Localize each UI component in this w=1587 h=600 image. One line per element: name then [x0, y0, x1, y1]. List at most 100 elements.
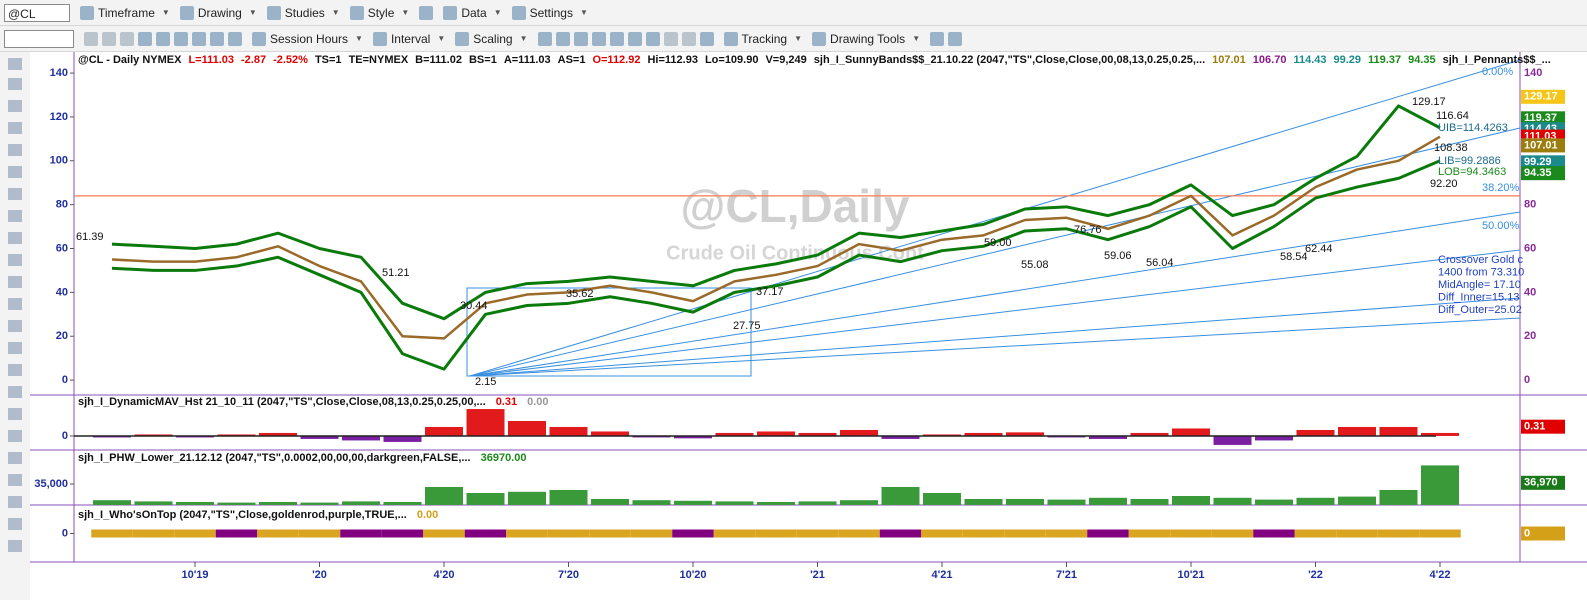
histogram-bar [674, 435, 712, 439]
menu-label: Tracking [741, 31, 788, 46]
price-marker [1521, 166, 1565, 181]
ontop-segment [1419, 529, 1461, 538]
menu-label: Scaling [473, 31, 513, 46]
histogram-bar [425, 426, 463, 436]
study-readout: 36970.00 [481, 452, 527, 464]
menu-label: Drawing [197, 5, 242, 20]
volume-bar [798, 501, 837, 505]
histogram-bar [1130, 432, 1169, 436]
volume-bar [1172, 496, 1210, 505]
menu-tracking[interactable]: Tracking ▼ [723, 31, 802, 46]
fib-label: 50.00% [1482, 220, 1520, 232]
volume-bar [176, 502, 214, 505]
ontop-segment [91, 529, 133, 538]
header-field: 114.43 [1293, 54, 1326, 66]
header-field: @CL - Daily NYMEX [78, 54, 182, 66]
chart-label: 27.75 [733, 320, 761, 332]
price-marker-label: 129.17 [1524, 91, 1558, 103]
ontop-segment [1211, 529, 1254, 538]
volume-bar [93, 500, 131, 505]
x-tick-label: 10'19 [181, 569, 208, 581]
ontop-segment [962, 529, 1005, 538]
interval-input[interactable] [4, 29, 74, 48]
volume-bar [425, 487, 463, 505]
ontop-segment [672, 529, 714, 538]
chart-label: 108.38 [1434, 142, 1468, 154]
header-field: 107.01 [1212, 54, 1246, 66]
volume-bar [591, 499, 629, 505]
study-title: sjh_I_DynamicMAV_Hst 21_10_11 (2047,"TS"… [78, 396, 486, 408]
x-tick-label: 4'21 [932, 569, 953, 581]
chart-label: UIB=114.4263 [1438, 122, 1508, 134]
menu-scaling[interactable]: Scaling ▼ [455, 31, 528, 46]
histogram-bar [1255, 435, 1293, 441]
ontop-segment [1087, 529, 1129, 538]
chart-label: 2.15 [475, 376, 496, 388]
chart-label: LOB=94.3463 [1438, 166, 1506, 178]
x-tick-label: 10'20 [679, 569, 706, 581]
y-tick-label-right: 60 [1524, 242, 1536, 254]
watermark: @CL,Daily [681, 180, 910, 232]
ontop-segment [1253, 529, 1295, 538]
header-field: 94.35 [1408, 54, 1436, 66]
header-field: AS=1 [558, 54, 586, 66]
y-tick-label: 140 [50, 67, 68, 79]
ontop-segment [921, 529, 963, 538]
chart-label: 92.20 [1430, 178, 1458, 190]
menu-label: Studies [284, 5, 325, 20]
price-marker [1521, 89, 1565, 104]
price-line [111, 159, 1441, 371]
icon-group [537, 31, 714, 46]
volume-bar [1130, 499, 1169, 505]
volume-bar [1006, 499, 1044, 505]
histogram-bar [1338, 426, 1376, 436]
chart-label: 59.00 [984, 237, 1012, 249]
symbol-input[interactable]: @CL [4, 3, 70, 22]
header-field: 106.70 [1253, 54, 1287, 66]
menu-settings[interactable]: Settings ▼ [511, 5, 588, 20]
header-field: TS=1 [315, 54, 342, 66]
drawing-tools [8, 58, 22, 552]
x-tick-label: '20 [312, 569, 327, 581]
x-tick-label: 7'20 [558, 569, 579, 581]
histogram-bar [1213, 435, 1252, 445]
price-line [111, 135, 1441, 340]
icon-group [930, 31, 963, 46]
fan-lines [466, 59, 1521, 377]
price-marker-label: 119.37 [1524, 112, 1557, 124]
volume-bar [757, 502, 795, 505]
menu-style[interactable]: Style ▼ [349, 5, 409, 20]
ontop-segment [132, 529, 175, 538]
y-tick-label: 80 [56, 199, 68, 211]
y-tick-label: 35,000 [34, 478, 68, 490]
chart-label: 37.17 [756, 286, 784, 298]
ontop-segment [796, 529, 839, 538]
price-marker-label: 0 [1524, 527, 1530, 539]
toolbar-main: @CL Timeframe ▼ Drawing ▼ Studies ▼ Style ▼ … [0, 0, 1587, 26]
crossover-note: Diff_Outer=25.02 [1438, 304, 1522, 316]
pane-borders [30, 52, 1587, 563]
y-tick-label: 0 [62, 430, 68, 442]
header-field: sjh_I_Pennants$$_... [1443, 54, 1551, 66]
volume-bar [1338, 496, 1376, 505]
menu-studies[interactable]: Studies ▼ [266, 5, 340, 20]
header-field: O=112.92 [592, 54, 640, 66]
histogram-bar [881, 435, 920, 439]
layout-button[interactable] [419, 5, 434, 20]
menu-drawing[interactable]: Drawing ▼ [179, 5, 257, 20]
menu-data[interactable]: Data ▼ [443, 5, 502, 20]
menu-interval[interactable]: Interval ▼ [372, 31, 445, 46]
y-tick-label-right: 0 [1524, 374, 1530, 386]
volume-bar [715, 501, 754, 505]
volume-bar [1047, 499, 1086, 505]
chart-label: 129.17 [1412, 96, 1446, 108]
menu-drawing-tools[interactable]: Drawing Tools ▼ [812, 31, 920, 46]
menu-timeframe[interactable]: Timeframe ▼ [80, 5, 170, 20]
header-field: V=9,249 [765, 54, 806, 66]
histogram-bar [591, 431, 629, 436]
menu-session-hours[interactable]: Session Hours ▼ [252, 31, 363, 46]
x-tick-label: 4'22 [1430, 569, 1451, 581]
y-tick-label: 60 [56, 242, 68, 254]
histogram-bar [964, 432, 1003, 436]
